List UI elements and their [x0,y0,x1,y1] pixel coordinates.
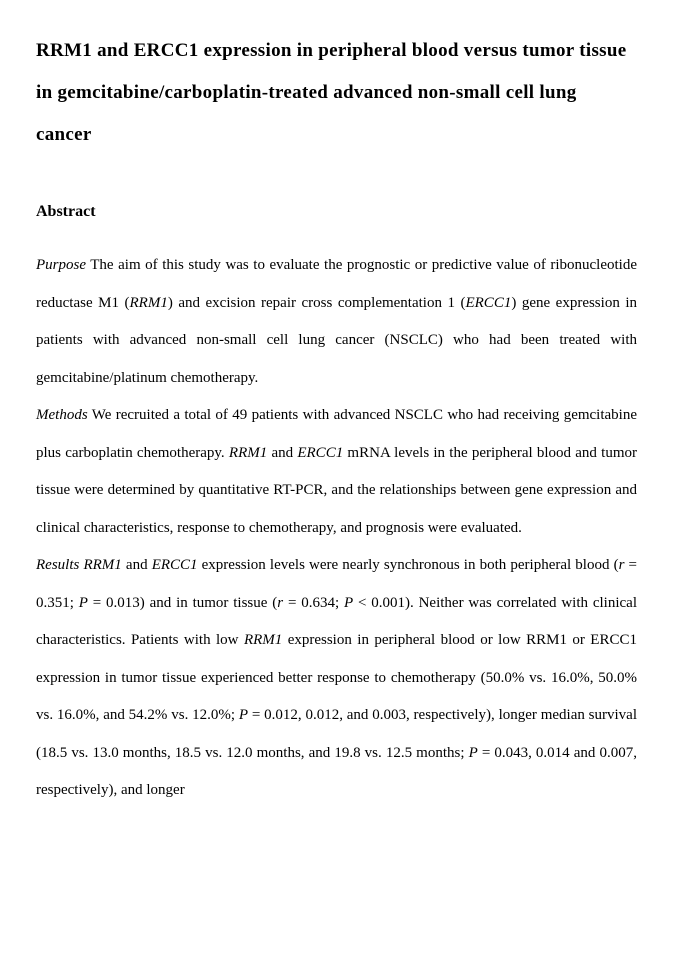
stat-p-2: P [344,595,353,611]
purpose-text-2: ) and excision repair cross complementat… [168,295,466,311]
stat-p-1: P [79,595,88,611]
gene-ercc1-m: ERCC1 [297,445,343,461]
gene-rrm1: RRM1 [130,295,168,311]
results-text-4: = 0.013) and in tumor tissue ( [88,595,277,611]
gene-ercc1-r: ERCC1 [152,557,198,573]
results-text-5: = 0.634; [283,595,344,611]
gene-rrm1-r2: RRM1 [244,632,282,648]
results-text-1: and [122,557,152,573]
gene-rrm1-m: RRM1 [229,445,267,461]
paper-title: RRM1 and ERCC1 expression in peripheral … [36,30,637,155]
results-text-2: expression levels were nearly synchronou… [198,557,619,573]
gene-ercc1: ERCC1 [465,295,511,311]
results-label: Results [36,557,79,573]
purpose-label: Purpose [36,257,86,273]
abstract-body: Purpose The aim of this study was to eva… [36,247,637,810]
methods-text-2: and [267,445,297,461]
abstract-heading: Abstract [36,203,637,221]
methods-label: Methods [36,407,88,423]
stat-p-3: P [239,707,248,723]
gene-rrm1-r: RRM1 [83,557,121,573]
stat-p-4: P [469,745,478,761]
